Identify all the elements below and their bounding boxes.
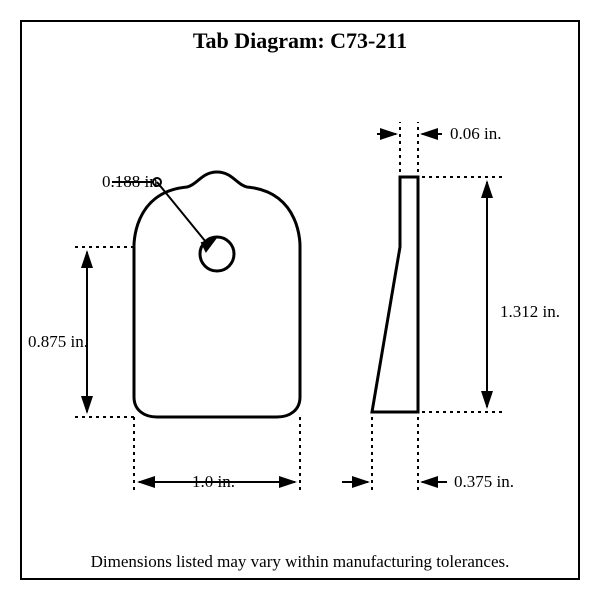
dim-hole-diameter: 0.188 in. <box>102 172 162 192</box>
dim-overall-height: 1.312 in. <box>500 302 560 322</box>
dim-top-thickness: 0.06 in. <box>450 124 501 144</box>
front-view <box>134 172 300 417</box>
side-view <box>372 177 418 412</box>
dim-base-depth: 0.375 in. <box>454 472 514 492</box>
diagram-svg <box>22 22 582 582</box>
container: Tab Diagram: C73-211 <box>0 0 600 600</box>
diagram-frame: Tab Diagram: C73-211 <box>20 20 580 580</box>
dim-body-width: 1.0 in. <box>192 472 235 492</box>
dim-body-height: 0.875 in. <box>28 332 88 352</box>
footer-note: Dimensions listed may vary within manufa… <box>22 552 578 572</box>
